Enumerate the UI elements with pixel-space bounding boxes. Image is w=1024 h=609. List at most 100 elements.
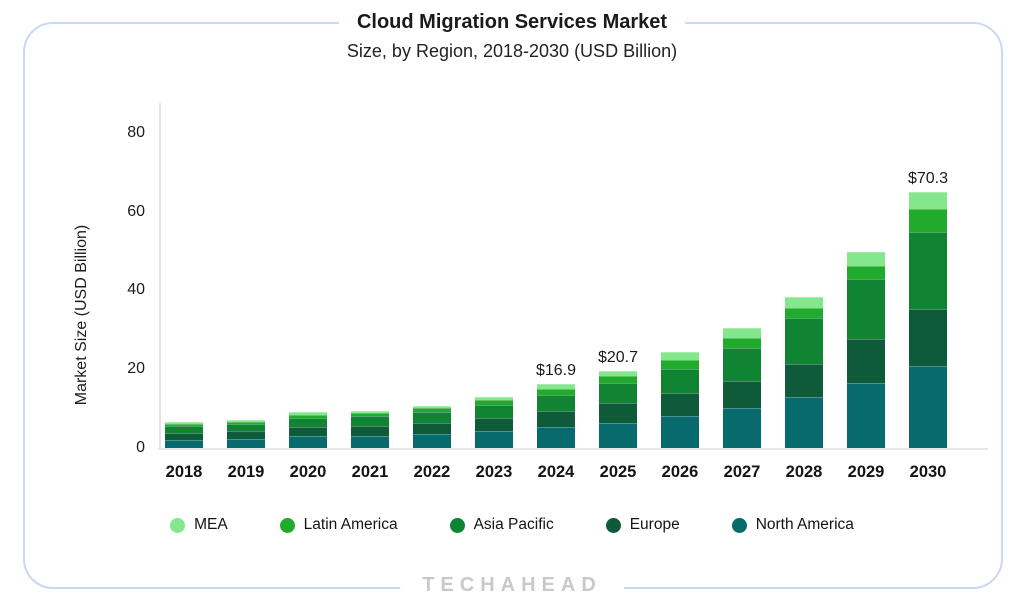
legend: MEA Latin America Asia Pacific Europe North … — [40, 516, 984, 534]
legend-item-latin-america: Latin America — [279, 516, 398, 534]
bar-segment-europe — [227, 431, 265, 439]
bar-value-label: $70.3 — [907, 169, 949, 187]
bar-value-label: $16.9 — [535, 362, 577, 380]
bar-segment-north-america — [165, 439, 203, 448]
legend-label: Asia Pacific — [473, 516, 554, 533]
y-axis-line — [159, 103, 161, 449]
bar-segment-latin-america — [413, 408, 451, 413]
x-axis-label: 2024 — [537, 463, 575, 481]
bar-segment-mea — [599, 371, 637, 376]
bar-segment-north-america — [723, 407, 761, 448]
bar-segment-latin-america — [847, 265, 885, 279]
bar-segment-mea — [413, 405, 451, 409]
x-axis-label: 2023 — [475, 463, 513, 481]
y-tick-label: 60 — [127, 202, 145, 220]
bar-segment-mea — [661, 351, 699, 361]
bar-segment-asia-pacific — [351, 416, 389, 426]
bar-segment-latin-america — [909, 208, 947, 233]
bar-segment-asia-pacific — [785, 317, 823, 364]
bar-segment-europe — [723, 380, 761, 408]
bar-segment-mea — [909, 191, 947, 209]
bar-segment-mea — [723, 327, 761, 338]
bar-segment-north-america — [599, 422, 637, 448]
x-axis-label: 2030 — [909, 463, 947, 481]
bar-segment-north-america — [475, 431, 513, 448]
legend-color-dot — [605, 517, 621, 533]
bar-segment-europe — [847, 339, 885, 384]
legend-color-dot — [170, 517, 186, 533]
bar-segment-north-america — [351, 435, 389, 448]
bar-segment-asia-pacific — [661, 368, 699, 393]
bar-segment-europe — [289, 426, 327, 437]
x-axis-label: 2029 — [847, 463, 885, 481]
legend-item-europe: Europe — [605, 516, 680, 534]
y-tick-label: 0 — [136, 439, 145, 456]
bar-segment-latin-america — [661, 360, 699, 369]
bar-segment-north-america — [537, 427, 575, 448]
bar-segment-europe — [413, 423, 451, 435]
bar-segment-europe — [785, 363, 823, 398]
bar-segment-asia-pacific — [475, 405, 513, 419]
bar-segment-mea — [227, 420, 265, 422]
legend-color-dot — [449, 517, 465, 533]
bar-segment-asia-pacific — [723, 347, 761, 381]
x-axis-line — [158, 448, 988, 450]
bar-segment-asia-pacific — [847, 278, 885, 340]
bar-segment-latin-america — [475, 400, 513, 406]
bar-segment-europe — [661, 392, 699, 417]
x-axis-label: 2028 — [785, 463, 823, 481]
legend-color-dot — [731, 517, 747, 533]
bar-segment-latin-america — [785, 307, 823, 318]
bar-segment-mea — [351, 410, 389, 413]
bar-segment-latin-america — [227, 421, 265, 425]
legend-color-dot — [279, 517, 295, 533]
legend-item-north-america: North America — [731, 516, 854, 534]
x-axis-label: 2021 — [351, 463, 389, 481]
bar-segment-latin-america — [289, 414, 327, 418]
bar-segment-europe — [909, 308, 947, 367]
legend-label: MEA — [194, 516, 228, 533]
bar-segment-north-america — [413, 434, 451, 448]
bar-segment-asia-pacific — [413, 412, 451, 424]
bar-segment-mea — [537, 384, 575, 389]
bar-segment-mea — [847, 252, 885, 266]
bar-segment-asia-pacific — [227, 424, 265, 432]
x-axis-label: 2018 — [165, 463, 203, 481]
bar-segment-latin-america — [165, 423, 203, 426]
bar-segment-latin-america — [537, 388, 575, 395]
chart-title: Cloud Migration Services Market — [338, 7, 686, 37]
bar-value-label: $20.7 — [597, 349, 639, 367]
legend-label: Latin America — [303, 516, 398, 533]
bar-segment-north-america — [227, 438, 265, 448]
bar-segment-asia-pacific — [165, 425, 203, 433]
bar-segment-asia-pacific — [289, 417, 327, 427]
bar-segment-north-america — [661, 416, 699, 448]
bar-segment-europe — [599, 403, 637, 423]
x-axis-label: 2022 — [413, 463, 451, 481]
y-tick-label: 20 — [127, 360, 145, 378]
bar-segment-asia-pacific — [537, 394, 575, 411]
bar-segment-latin-america — [723, 337, 761, 348]
bar-segment-latin-america — [351, 412, 389, 417]
bar-segment-mea — [785, 297, 823, 308]
bar-segment-europe — [165, 432, 203, 440]
bar-segment-europe — [475, 418, 513, 432]
legend-label: North America — [755, 516, 854, 533]
bar-segment-mea — [289, 412, 327, 415]
y-tick-label: 80 — [127, 123, 145, 141]
bar-segment-mea — [475, 397, 513, 401]
bar-segment-north-america — [909, 366, 947, 448]
chart-subtitle: Size, by Region, 2018-2030 (USD Billion) — [332, 39, 692, 63]
bar-segment-mea — [165, 421, 203, 424]
x-axis-label: 2019 — [227, 463, 265, 481]
bar-segment-latin-america — [599, 375, 637, 384]
x-axis-label: 2027 — [723, 463, 761, 481]
x-axis-label: 2025 — [599, 463, 637, 481]
legend-item-mea: MEA — [170, 516, 228, 534]
x-axis-label: 2026 — [661, 463, 699, 481]
legend-label: Europe — [629, 516, 680, 533]
legend-item-asia-pacific: Asia Pacific — [449, 516, 554, 534]
watermark: TECHAHEAD — [400, 571, 624, 599]
bar-segment-asia-pacific — [909, 232, 947, 309]
